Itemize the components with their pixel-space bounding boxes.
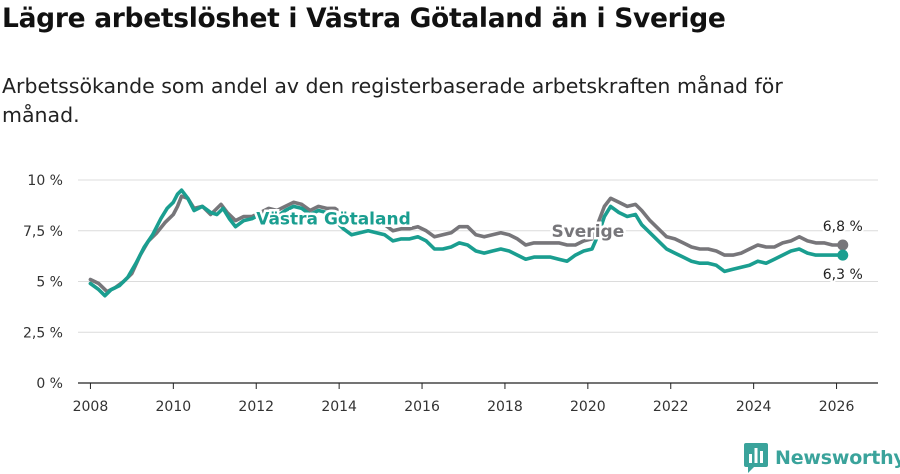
y-tick-label: 0 % <box>36 376 63 392</box>
x-tick-label: 2016 <box>404 399 440 415</box>
x-tick-label: 2026 <box>819 399 855 415</box>
x-tick-label: 2010 <box>156 399 192 415</box>
series-end-label: 6,8 % <box>823 219 863 235</box>
x-tick-label: 2022 <box>653 399 689 415</box>
newsworthy-logo-icon <box>744 443 768 473</box>
series-line-vastra-gotaland <box>88 188 845 298</box>
series-end-label: 6,3 % <box>823 267 863 283</box>
y-tick-label: 10 % <box>27 173 63 189</box>
series-end-point <box>837 249 849 261</box>
x-tick-label: 2012 <box>238 399 274 415</box>
y-tick-label: 2,5 % <box>23 325 63 341</box>
chart-subtitle: Arbetssökande som andel av den registerb… <box>2 74 783 127</box>
chart-title: Lägre arbetslöshet i Västra Götaland än … <box>2 3 726 34</box>
series-name-label: Sverige <box>551 222 624 242</box>
series-layer <box>88 188 849 298</box>
label-layer: Sverige 6,8 % Västra Götaland 6,3 % <box>254 207 865 285</box>
axis-layer: 0 % 2,5 % 5 % 7,5 % 10 % 2008 2010 2012 2014 2016… <box>23 173 878 415</box>
series-name-label: Västra Götaland <box>256 210 411 230</box>
series-end-point <box>837 239 849 251</box>
y-tick-label: 7,5 % <box>23 224 63 240</box>
x-tick-label: 2014 <box>321 399 357 415</box>
y-tick-label: 5 % <box>36 275 63 291</box>
brand[interactable]: Newsworthy <box>744 443 900 473</box>
x-tick-label: 2018 <box>487 399 523 415</box>
brand-name: Newsworthy <box>775 447 900 469</box>
x-tick-label: 2024 <box>736 399 772 415</box>
grid-layer <box>78 179 878 333</box>
x-tick-label: 2008 <box>73 399 109 415</box>
x-tick-label: 2020 <box>570 399 606 415</box>
